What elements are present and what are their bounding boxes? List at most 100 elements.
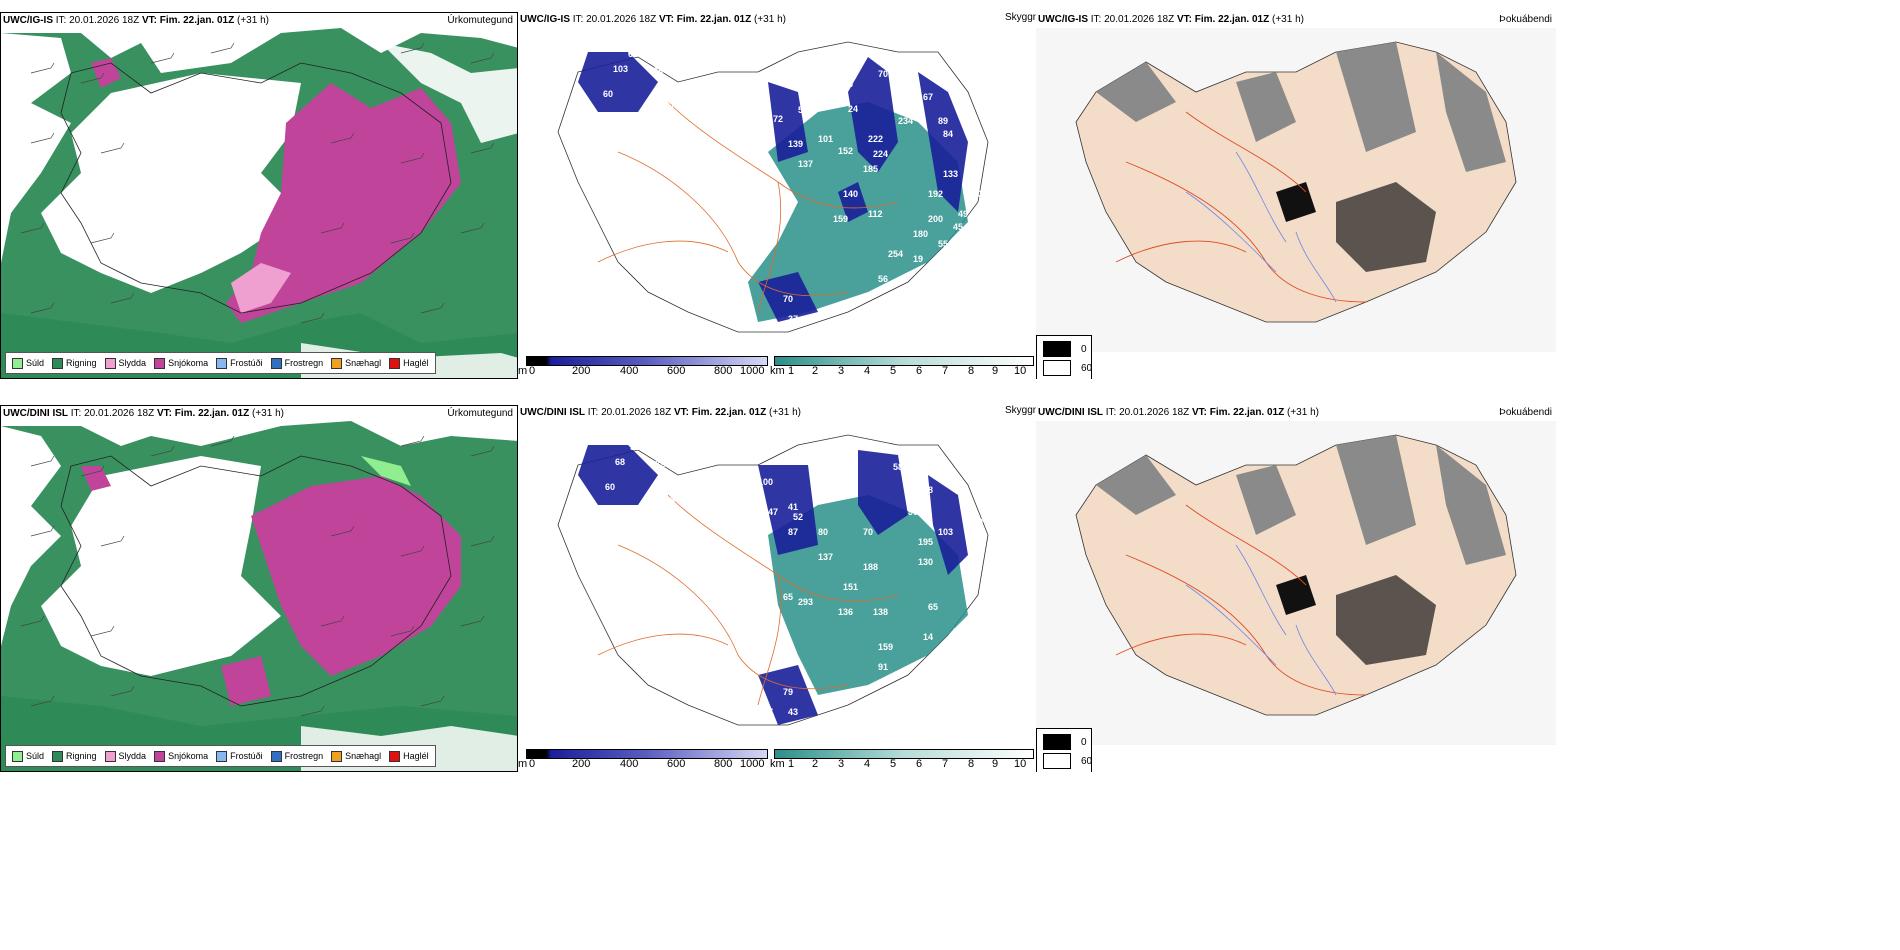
visibility-value-label: 87 (788, 527, 798, 537)
legend-item: Snjókoma (154, 357, 209, 369)
visibility-value-label: 70 (953, 627, 963, 637)
visibility-value-label: 67 (783, 199, 793, 209)
vt-label: VT: (673, 407, 689, 418)
legend-item: Frostúði (216, 357, 263, 369)
panel-title-bottom: UWC/DINI ISL IT: 20.01.2026 18Z VT: Fim.… (3, 408, 284, 419)
precip-map-top (1, 28, 517, 378)
visibility-value-label: 89 (718, 487, 728, 497)
visibility-value-label: 159 (833, 214, 848, 224)
it-label: IT: (572, 14, 584, 25)
vt-label: VT: (1191, 407, 1207, 418)
height-unit: m (518, 365, 528, 377)
lead-time: (+31 h) (1272, 14, 1304, 25)
visibility-value-label: 69 (628, 49, 638, 59)
visibility-value-label: 53 (973, 189, 983, 199)
visibility-title: Skyggni (1005, 405, 1036, 416)
visibility-value-label: 130 (918, 557, 933, 567)
legend-label: Snjókoma (168, 358, 209, 368)
visibility-value-label: 49 (833, 692, 843, 702)
km-tick: 10 (1014, 365, 1027, 377)
visibility-value-label: 77 (763, 707, 773, 717)
km-unit: km (770, 365, 785, 377)
panel-title-top-fog: UWC/IG-IS IT: 20.01.2026 18Z VT: Fim. 22… (1038, 14, 1304, 25)
visibility-value-label: 293 (798, 597, 813, 607)
legend-item: Súld (12, 750, 45, 762)
legend-item: Snæhagl (331, 750, 382, 762)
km-tick: 6 (916, 365, 923, 377)
swatch-rigning (52, 750, 64, 762)
visibility-value-label: 14 (923, 632, 933, 642)
visibility-value-label: 103 (938, 527, 953, 537)
km-tick: 1 (788, 758, 795, 770)
legend-label: Frostúði (230, 751, 263, 761)
visibility-value-label: 188 (863, 562, 878, 572)
km-tick: 5 (890, 758, 897, 770)
visibility-value-label: 37 (788, 314, 798, 324)
it-value: 20.01.2026 18Z (1119, 407, 1190, 418)
visibility-value-label: 60 (605, 482, 615, 492)
legend-item: Slydda (104, 357, 146, 369)
visibility-value-label: 222 (868, 134, 883, 144)
lead-time: (+31 h) (1287, 407, 1319, 418)
legend-item: Frostregn (270, 750, 324, 762)
swatch-snjokoma (154, 750, 166, 762)
height-unit: m (518, 758, 528, 770)
km-bar-gradient (774, 356, 1034, 366)
swatch-slydda (104, 357, 116, 369)
height-tick: 600 (667, 365, 686, 377)
visibility-value-label: 58 (650, 517, 660, 527)
panel-title-bottom-vis: UWC/DINI ISL IT: 20.01.2026 18Z VT: Fim.… (520, 407, 801, 418)
swatch-haglel (389, 357, 401, 369)
km-tick: 6 (916, 758, 923, 770)
precip-type-panel-bottom: UWC/DINI ISL IT: 20.01.2026 18Z VT: Fim.… (0, 405, 518, 772)
precip-title: Úrkomutegund (447, 408, 513, 419)
fog-title: Þokuábendi (1499, 14, 1552, 25)
fog-label-dark: 0 (1081, 736, 1087, 748)
visibility-value-label: 133 (943, 169, 958, 179)
it-label: IT: (1105, 407, 1117, 418)
visibility-value-label: 70 (818, 96, 828, 106)
visibility-value-label: 50 (973, 517, 983, 527)
swatch-snaehagl (331, 357, 343, 369)
legend-label: Snæhagl (345, 358, 382, 368)
km-bar-gradient (774, 749, 1034, 759)
km-unit: km (770, 758, 785, 770)
km-tick: 4 (864, 758, 871, 770)
model-name: UWC/IG-IS (520, 14, 570, 25)
swatch-frostudi (216, 357, 228, 369)
visibility-value-label: 100 (758, 477, 773, 487)
height-tick: 0 (529, 758, 536, 770)
visibility-value-label: 52 (793, 512, 803, 522)
visibility-value-label: 50 (798, 105, 808, 115)
legend-label: Snæhagl (345, 751, 382, 761)
visibility-value-label: 101 (818, 134, 833, 144)
vt-value: Fim. 22.jan. 01Z (691, 407, 767, 418)
height-tick: 200 (572, 365, 591, 377)
fog-legend-bottom: 0 60 (1036, 728, 1092, 772)
model-name: UWC/DINI ISL (1038, 407, 1103, 418)
model-name: UWC/DINI ISL (3, 408, 68, 419)
visibility-value-label: 45 (953, 222, 963, 232)
legend-label: Snjókoma (168, 751, 209, 761)
swatch-snaehagl (331, 750, 343, 762)
precip-type-panel-top: UWC/IG-IS IT: 20.01.2026 18Z VT: Fim. 22… (0, 12, 518, 379)
vt-value: Fim. 22.jan. 01Z (1194, 14, 1270, 25)
legend-item: Haglél (389, 750, 429, 762)
visibility-value-label: 138 (873, 607, 888, 617)
legend-item: Súld (12, 357, 45, 369)
legend-label: Frostregn (284, 751, 324, 761)
visibility-value-label: 200 (928, 214, 943, 224)
visibility-panel-bottom: 56 68 32 60 49 64 58 89 100 47 41 52 44 87 80 46 58 68 90 5… (518, 405, 1036, 772)
legend-label: Súld (26, 358, 45, 368)
legend-label: Súld (26, 751, 45, 761)
visibility-value-label: 70 (783, 294, 793, 304)
legend-label: Rigning (66, 358, 97, 368)
vt-label: VT: (1176, 14, 1192, 25)
height-colorbar-top: m 0 200 400 600 800 1000 (518, 356, 768, 378)
visibility-value-label: 185 (863, 164, 878, 174)
precip-map-bottom (1, 421, 517, 771)
legend-item: Slydda (104, 750, 146, 762)
visibility-value-label: 64 (670, 495, 680, 505)
height-tick: 1000 (740, 365, 765, 377)
